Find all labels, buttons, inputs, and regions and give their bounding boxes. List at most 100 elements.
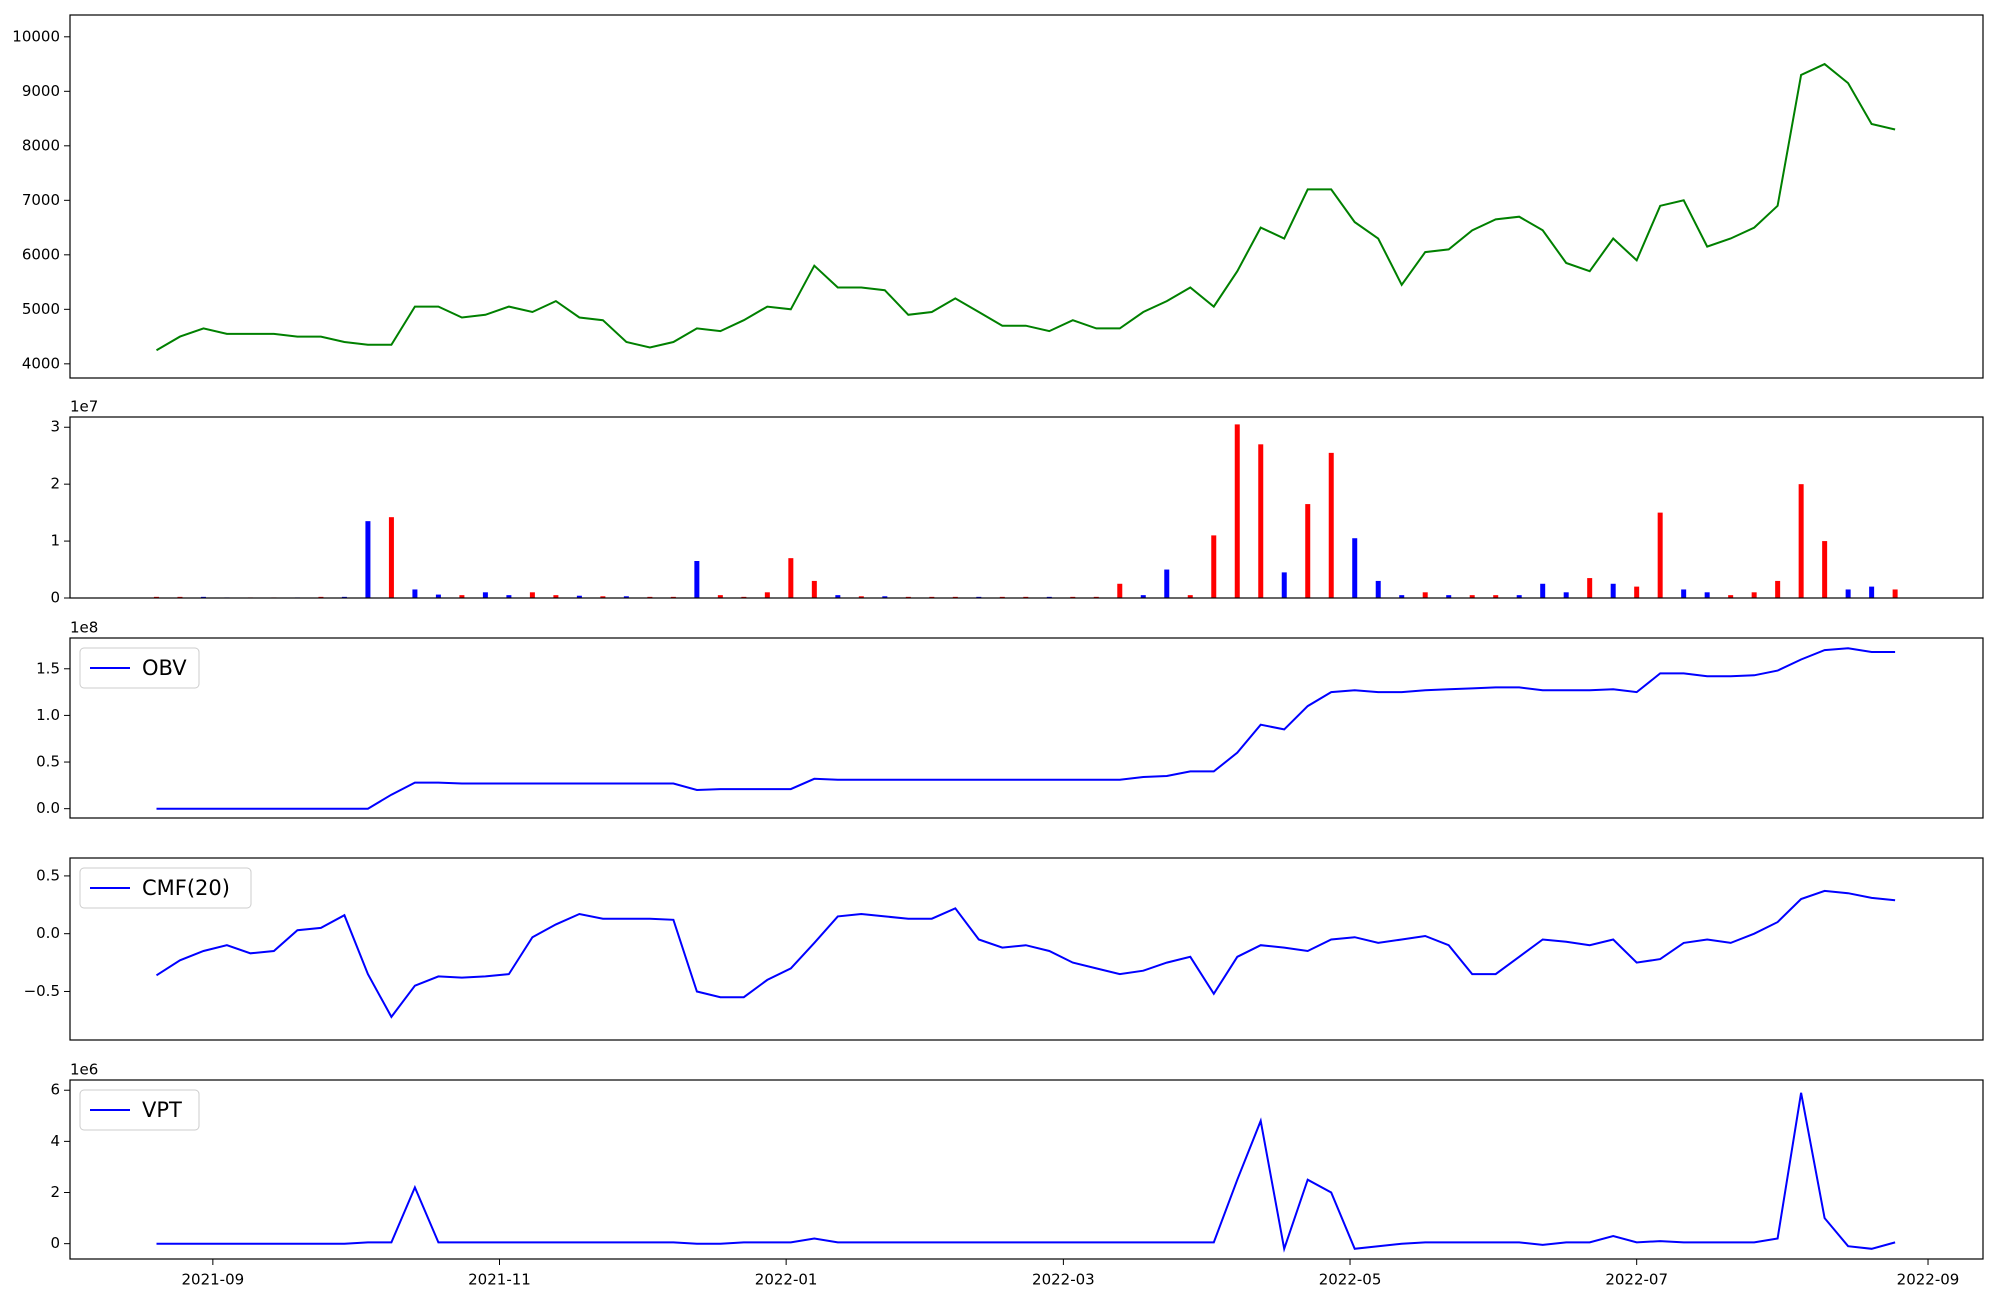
panel: −0.5 0.0 0.5 CMF(20) bbox=[24, 857, 1984, 1041]
legend-label: OBV bbox=[142, 656, 187, 680]
volume-bar bbox=[623, 596, 629, 598]
volume-bar bbox=[835, 595, 841, 598]
volume-bar bbox=[365, 521, 371, 598]
volume-bar bbox=[1117, 583, 1123, 598]
volume-bar bbox=[1822, 541, 1828, 598]
y-tick-label: 4000 bbox=[22, 354, 60, 372]
volume-bar bbox=[1422, 592, 1428, 598]
y-tick-label: 9000 bbox=[22, 82, 60, 100]
y-tick-label: 5000 bbox=[22, 300, 60, 318]
volume-bar bbox=[576, 595, 582, 598]
panel: 0 2 4 6 1e6 VPT 2021-09 2021-11 2022-01 2022-03 20… bbox=[50, 1061, 1984, 1289]
volume-bar bbox=[1164, 569, 1170, 598]
panel: 0.0 0.5 1.0 1.5 1e8 OBV bbox=[36, 619, 1984, 819]
volume-bar bbox=[1352, 538, 1358, 598]
x-tick-label: 2022-01 bbox=[755, 1271, 818, 1289]
offset-text: 1e8 bbox=[70, 619, 98, 637]
volume-bar bbox=[435, 594, 441, 598]
plot-frame bbox=[69, 637, 1984, 819]
panel: 0 1 2 3 1e7 bbox=[50, 398, 1984, 607]
volume-bar bbox=[1493, 595, 1499, 598]
line bbox=[155, 889, 1896, 1019]
volume-bar bbox=[1681, 589, 1687, 598]
legend-box bbox=[79, 867, 252, 909]
y-tick-label: 1 bbox=[50, 532, 60, 550]
y-tick-label: 0 bbox=[50, 1234, 60, 1252]
line bbox=[156, 1092, 1896, 1253]
x-tick-label: 2021-09 bbox=[182, 1271, 245, 1289]
volume-bar bbox=[858, 596, 864, 598]
volume-bar bbox=[1187, 595, 1193, 598]
legend-box bbox=[79, 647, 200, 689]
volume-bar bbox=[717, 595, 723, 598]
legend-box bbox=[79, 1089, 200, 1131]
y-tick-label: 3 bbox=[50, 418, 60, 436]
legend: OBV bbox=[79, 647, 200, 689]
volume-bar bbox=[882, 596, 888, 598]
volume-bar bbox=[1305, 504, 1311, 598]
y-tick-label: 0.0 bbox=[36, 924, 60, 942]
volume-bar bbox=[1281, 572, 1287, 598]
y-tick-label: 6 bbox=[50, 1081, 60, 1099]
volume-bar bbox=[1211, 535, 1217, 598]
y-tick-label: 1.0 bbox=[36, 706, 60, 724]
volume-bar bbox=[788, 558, 794, 598]
volume-bar bbox=[1399, 595, 1405, 598]
volume-bar bbox=[1798, 484, 1804, 598]
volume-bar bbox=[764, 592, 770, 598]
volume-bar bbox=[1892, 589, 1898, 598]
y-tick-label: −0.5 bbox=[24, 982, 60, 1000]
volume-bar bbox=[1634, 586, 1640, 598]
offset-text: 1e7 bbox=[70, 398, 98, 416]
volume-bar bbox=[1469, 595, 1475, 598]
volume-bar bbox=[529, 592, 535, 598]
volume-bar bbox=[1516, 595, 1522, 598]
x-tick-label: 2022-09 bbox=[1897, 1271, 1960, 1289]
x-tick-label: 2022-05 bbox=[1319, 1271, 1382, 1289]
y-tick-label: 0.0 bbox=[36, 799, 60, 817]
volume-bar bbox=[412, 589, 418, 598]
legend-label: CMF(20) bbox=[142, 876, 230, 900]
legend-label: VPT bbox=[142, 1098, 182, 1122]
legend: CMF(20) bbox=[79, 867, 252, 909]
volume-bar bbox=[388, 517, 394, 598]
x-tick-label: 2022-03 bbox=[1032, 1271, 1095, 1289]
volume-bar bbox=[1540, 583, 1546, 598]
x-tick-label: 2022-07 bbox=[1605, 1271, 1668, 1289]
volume-bar bbox=[506, 595, 512, 598]
panel: 4000 5000 6000 7000 8000 9000 10000 bbox=[12, 14, 1984, 379]
volume-bar bbox=[694, 561, 700, 598]
volume-bar bbox=[1328, 452, 1334, 598]
y-tick-label: 0.5 bbox=[36, 753, 60, 771]
volume-bar bbox=[1234, 424, 1240, 598]
volume-bar bbox=[1446, 595, 1452, 598]
volume-bar bbox=[553, 595, 559, 598]
volume-bar bbox=[1775, 580, 1781, 598]
volume-bar bbox=[1751, 592, 1757, 598]
volume-bar bbox=[1728, 595, 1734, 598]
plot-frame bbox=[69, 1079, 1984, 1260]
y-tick-label: 8000 bbox=[22, 136, 60, 154]
volume-bar bbox=[1563, 592, 1569, 598]
volume-bar bbox=[482, 592, 488, 598]
y-tick-label: 10000 bbox=[12, 27, 60, 45]
y-tick-label: 1.5 bbox=[36, 659, 60, 677]
y-tick-label: 2 bbox=[50, 475, 60, 493]
volume-bar bbox=[1704, 592, 1710, 598]
volume-bar bbox=[1610, 583, 1616, 598]
legend: VPT bbox=[79, 1089, 200, 1131]
plot-frame bbox=[69, 857, 1984, 1041]
plot-frame bbox=[69, 416, 1984, 599]
plot-frame bbox=[69, 14, 1984, 379]
line bbox=[155, 62, 1896, 352]
volume-bar bbox=[600, 596, 606, 598]
line bbox=[156, 647, 1896, 810]
y-tick-label: 0.5 bbox=[36, 866, 60, 884]
volume-bar bbox=[1140, 595, 1146, 598]
y-tick-label: 6000 bbox=[22, 245, 60, 263]
volume-bar bbox=[1657, 512, 1663, 598]
volume-bar bbox=[811, 580, 817, 598]
volume-bar bbox=[1258, 444, 1264, 598]
offset-text: 1e6 bbox=[70, 1061, 98, 1079]
